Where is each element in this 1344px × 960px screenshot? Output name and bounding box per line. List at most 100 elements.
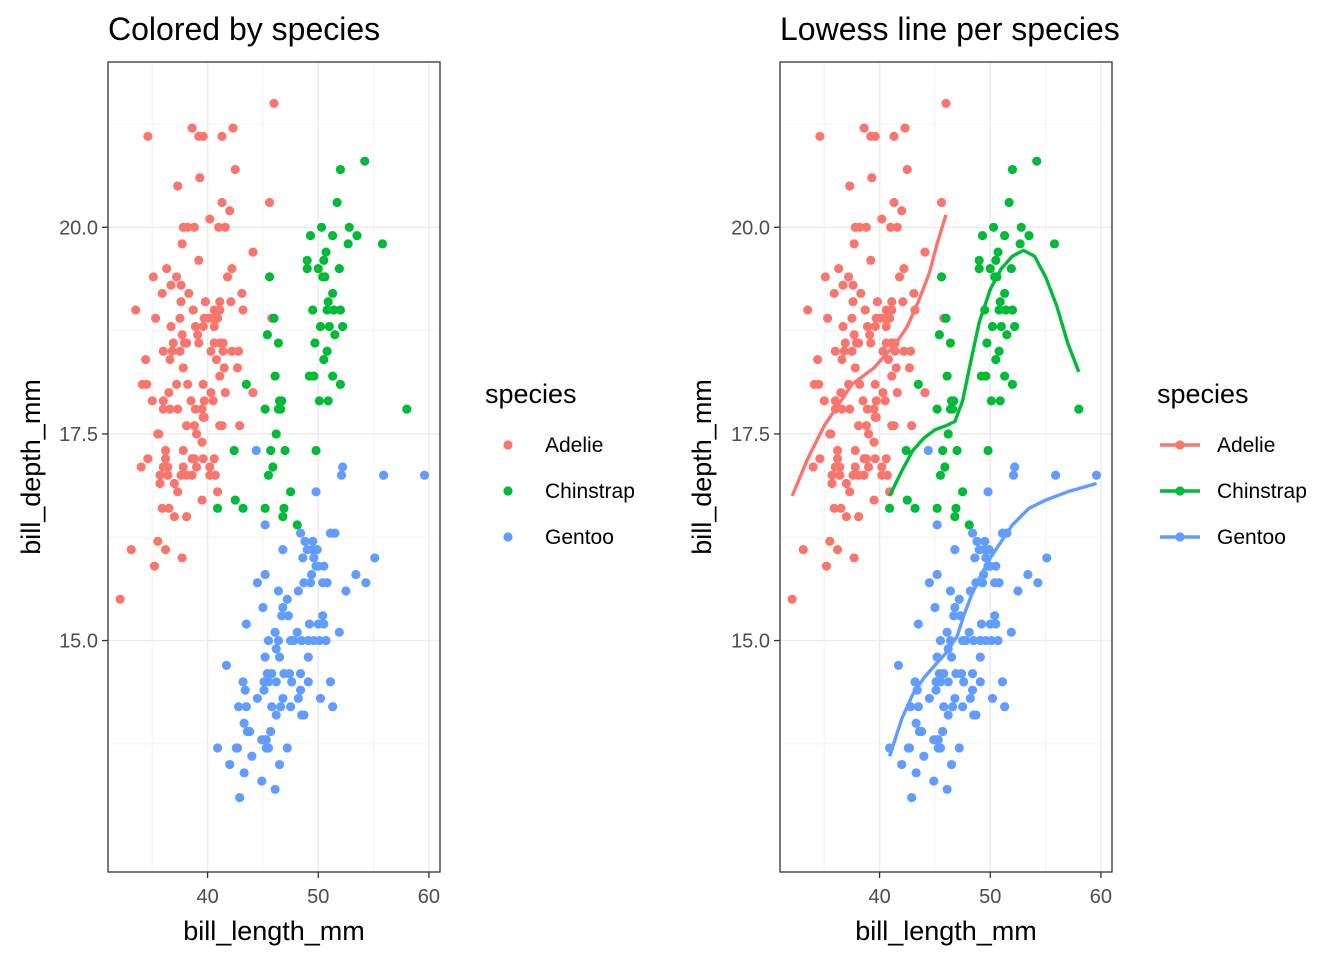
data-point-adelie — [149, 561, 160, 571]
data-point-gentoo — [299, 710, 309, 720]
data-point-adelie — [813, 354, 823, 365]
data-point-chinstrap — [328, 230, 338, 241]
legend-key-point-gentoo — [1175, 532, 1185, 542]
data-point-adelie — [172, 272, 182, 282]
data-point-gentoo — [295, 669, 306, 679]
data-point-adelie — [158, 396, 168, 406]
data-point-gentoo — [935, 635, 946, 646]
data-point-adelie — [886, 222, 896, 232]
data-point-gentoo — [319, 561, 329, 571]
data-point-adelie — [199, 396, 209, 406]
y-tick-label: 20.0 — [731, 217, 770, 239]
data-point-adelie — [178, 445, 188, 456]
data-point-adelie — [218, 346, 228, 356]
data-point-adelie — [871, 396, 881, 406]
data-point-gentoo — [338, 462, 348, 472]
data-point-chinstrap — [1015, 239, 1025, 249]
data-point-adelie — [881, 321, 891, 332]
data-point-adelie — [829, 503, 839, 513]
data-point-chinstrap — [263, 470, 274, 480]
data-point-adelie — [237, 288, 247, 299]
data-point-adelie — [233, 346, 244, 356]
data-point-adelie — [168, 338, 178, 348]
data-point-gentoo — [972, 536, 982, 546]
data-point-gentoo — [257, 776, 267, 786]
data-point-adelie — [190, 321, 201, 332]
data-point-gentoo — [924, 578, 935, 588]
data-point-gentoo — [967, 685, 978, 695]
data-point-adelie — [215, 297, 225, 307]
data-point-adelie — [848, 280, 858, 290]
data-point-adelie — [825, 536, 835, 546]
data-point-chinstrap — [266, 445, 276, 456]
data-point-chinstrap — [941, 313, 951, 323]
data-point-gentoo — [946, 759, 957, 770]
data-point-gentoo — [252, 578, 262, 588]
data-point-chinstrap — [308, 305, 318, 315]
data-point-adelie — [148, 272, 158, 282]
x-axis-ticks: 40 50 60 — [868, 872, 1112, 908]
data-point-chinstrap — [335, 164, 345, 175]
data-point-gentoo — [225, 759, 235, 770]
data-point-gentoo — [1023, 569, 1033, 580]
data-point-gentoo — [238, 677, 248, 687]
data-point-adelie — [166, 321, 176, 332]
data-point-adelie — [899, 264, 909, 274]
legend-label-chinstrap: Chinstrap — [545, 480, 635, 503]
data-point-adelie — [820, 272, 830, 282]
data-point-gentoo — [1091, 470, 1102, 480]
data-point-gentoo — [267, 669, 277, 679]
data-point-gentoo — [245, 726, 255, 737]
data-point-adelie — [194, 338, 204, 348]
chart-title: Lowess line per species — [780, 11, 1120, 47]
data-point-gentoo — [938, 726, 948, 737]
data-point-adelie — [845, 487, 855, 497]
data-point-adelie — [115, 594, 125, 604]
data-point-chinstrap — [985, 264, 995, 274]
data-point-gentoo — [260, 569, 270, 580]
data-point-chinstrap — [302, 264, 312, 274]
data-point-adelie — [264, 197, 275, 208]
data-point-adelie — [194, 255, 204, 265]
data-point-adelie — [198, 379, 208, 389]
data-point-gentoo — [958, 702, 968, 712]
data-point-gentoo — [991, 561, 1001, 571]
data-point-chinstrap — [1004, 197, 1014, 208]
data-point-adelie — [158, 404, 168, 414]
data-point-chinstrap — [229, 445, 239, 456]
data-point-chinstrap — [974, 255, 984, 265]
data-point-adelie — [871, 412, 881, 423]
data-point-adelie — [827, 470, 837, 480]
data-point-gentoo — [235, 793, 245, 803]
data-point-gentoo — [935, 743, 946, 753]
x-tick-label: 50 — [307, 886, 329, 908]
data-point-adelie — [155, 478, 165, 489]
legend-key-point-adelie — [503, 440, 513, 450]
data-point-gentoo — [260, 520, 270, 530]
data-point-gentoo — [321, 635, 331, 646]
data-point-adelie — [815, 131, 825, 141]
data-point-adelie — [226, 297, 236, 307]
data-point-gentoo — [919, 751, 929, 761]
y-axis-title: bill_depth_mm — [16, 379, 46, 555]
data-point-adelie — [164, 503, 174, 513]
data-point-adelie — [883, 354, 894, 365]
data-point-gentoo — [297, 635, 307, 646]
data-point-gentoo — [278, 602, 288, 613]
data-point-adelie — [894, 272, 905, 282]
data-point-gentoo — [299, 578, 309, 588]
data-point-adelie — [169, 478, 179, 489]
data-point-chinstrap — [1032, 156, 1042, 166]
legend-label-gentoo: Gentoo — [545, 526, 614, 549]
data-point-adelie — [827, 478, 837, 489]
data-point-adelie — [176, 280, 186, 290]
data-point-gentoo — [893, 660, 904, 670]
chart-right: Lowess line per species 40 50 60 15.0 17.5 2… — [687, 11, 1307, 946]
data-point-adelie — [819, 396, 829, 406]
data-point-gentoo — [1008, 470, 1019, 480]
x-axis-title: bill_length_mm — [183, 916, 365, 946]
data-point-adelie — [214, 222, 224, 232]
data-point-gentoo — [1013, 586, 1023, 596]
data-point-adelie — [195, 173, 205, 183]
